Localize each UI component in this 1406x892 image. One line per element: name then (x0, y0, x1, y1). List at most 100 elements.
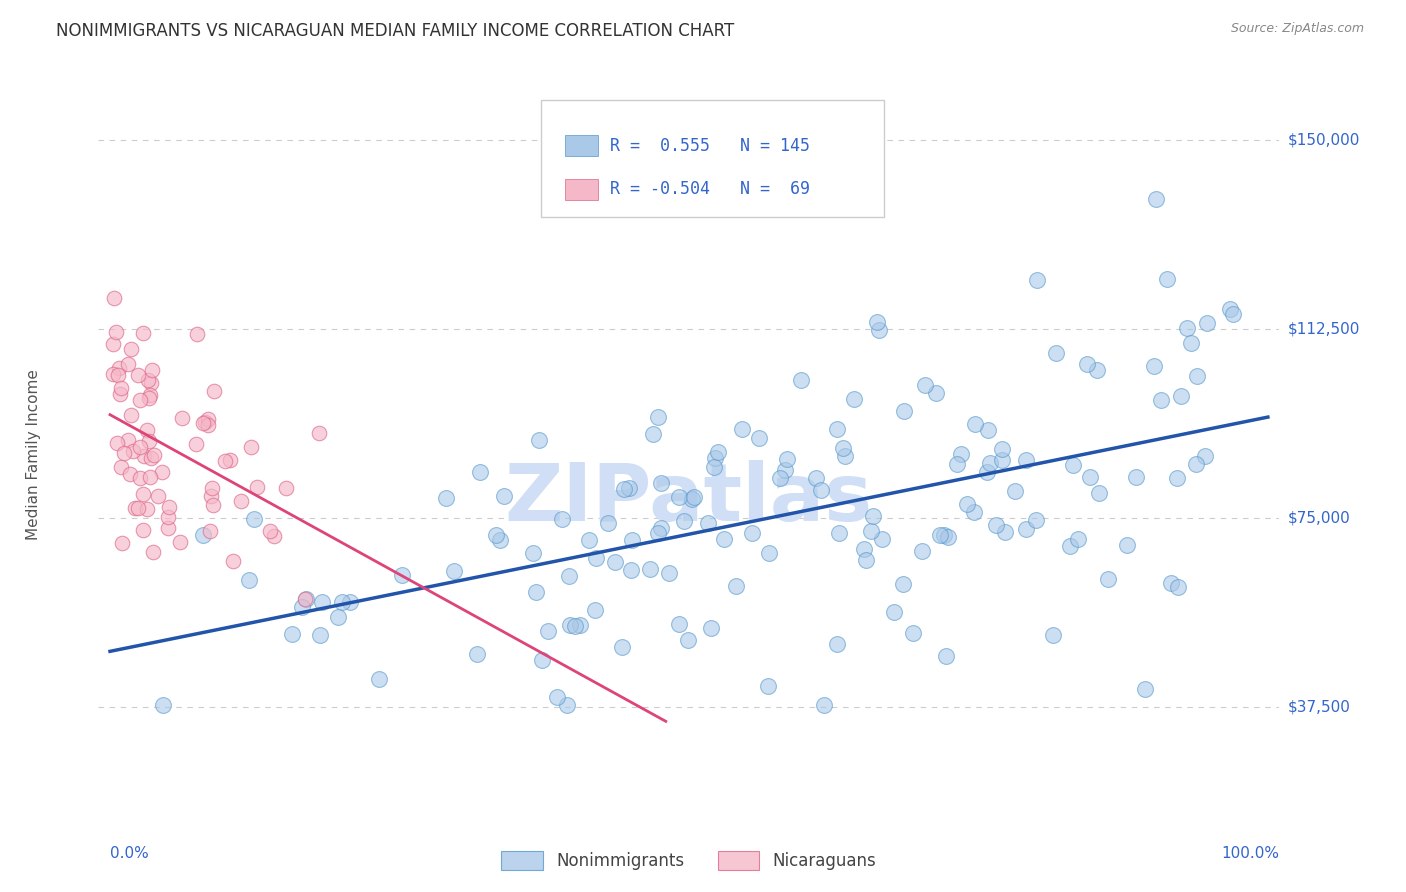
Point (108, 361, 131, 376)
Point (855, 553, 877, 567)
Point (673, 514, 696, 528)
Point (122, 444, 145, 458)
Point (758, 546, 780, 560)
Point (443, 564, 465, 578)
Point (866, 314, 889, 328)
Point (963, 505, 986, 519)
Point (186, 326, 208, 341)
Point (747, 431, 769, 445)
Point (1125, 469, 1147, 483)
Point (991, 442, 1014, 456)
Point (136, 502, 159, 516)
Point (891, 577, 914, 591)
Point (110, 536, 132, 550)
Point (1042, 628, 1064, 642)
Point (700, 621, 723, 635)
Point (156, 510, 179, 524)
Point (530, 653, 553, 667)
Point (585, 551, 607, 566)
Point (1015, 522, 1038, 536)
Point (138, 434, 160, 449)
Point (134, 449, 156, 463)
Point (1116, 538, 1139, 552)
Point (127, 500, 149, 515)
Point (1004, 484, 1026, 499)
Point (200, 489, 222, 503)
Text: $75,000: $75,000 (1288, 510, 1351, 525)
Point (834, 449, 856, 463)
Point (1180, 336, 1202, 351)
Point (994, 525, 1017, 540)
Point (311, 595, 333, 609)
Point (1085, 363, 1108, 377)
Point (128, 441, 150, 455)
Point (703, 460, 725, 475)
Point (110, 460, 132, 475)
Point (104, 325, 127, 339)
Point (127, 368, 149, 383)
Point (132, 487, 155, 501)
Point (741, 526, 763, 541)
Point (883, 605, 905, 619)
Point (141, 376, 163, 390)
Point (610, 640, 633, 654)
Point (128, 470, 150, 484)
Point (769, 471, 792, 485)
Point (328, 609, 350, 624)
Point (932, 528, 955, 542)
Point (1133, 682, 1156, 697)
Point (893, 404, 915, 418)
Point (1015, 453, 1038, 467)
Point (1066, 532, 1088, 546)
Text: Median Family Income: Median Family Income (25, 369, 41, 541)
Point (529, 434, 551, 448)
Point (950, 448, 973, 462)
Point (139, 470, 162, 484)
Bar (565, 179, 598, 200)
Point (1185, 368, 1208, 383)
Point (118, 467, 141, 482)
Point (668, 616, 690, 631)
Point (146, 489, 169, 503)
Point (914, 378, 936, 392)
Point (291, 599, 314, 614)
Point (434, 491, 457, 506)
Point (842, 392, 865, 407)
Point (537, 624, 560, 639)
Point (868, 322, 890, 336)
Text: $37,500: $37,500 (1288, 699, 1351, 714)
Point (568, 618, 591, 632)
Point (101, 337, 124, 351)
Legend: Nonimmigrants, Nicaraguans: Nonimmigrants, Nicaraguans (494, 842, 884, 878)
Point (191, 528, 214, 542)
Point (977, 423, 1000, 437)
Point (105, 436, 128, 450)
Point (564, 619, 586, 633)
Point (308, 628, 330, 642)
Point (1194, 449, 1216, 463)
Text: 100.0%: 100.0% (1222, 846, 1279, 861)
Point (647, 526, 669, 541)
Point (157, 500, 180, 514)
Point (945, 457, 967, 471)
Point (1156, 271, 1178, 285)
Text: NONIMMIGRANTS VS NICARAGUAN MEDIAN FAMILY INCOME CORRELATION CHART: NONIMMIGRANTS VS NICARAGUAN MEDIAN FAMIL… (56, 22, 734, 40)
Point (658, 566, 681, 581)
Point (470, 465, 492, 479)
Point (157, 521, 180, 535)
Point (862, 509, 884, 524)
Text: $150,000: $150,000 (1288, 132, 1360, 147)
Point (142, 545, 165, 559)
Point (489, 533, 512, 547)
Point (640, 562, 662, 576)
Point (650, 520, 672, 534)
Point (202, 499, 225, 513)
Point (859, 524, 882, 539)
Point (935, 649, 957, 664)
Point (280, 627, 302, 641)
Point (725, 578, 748, 592)
Point (263, 529, 285, 543)
Point (139, 388, 162, 402)
Point (1170, 389, 1192, 403)
Point (775, 463, 797, 477)
